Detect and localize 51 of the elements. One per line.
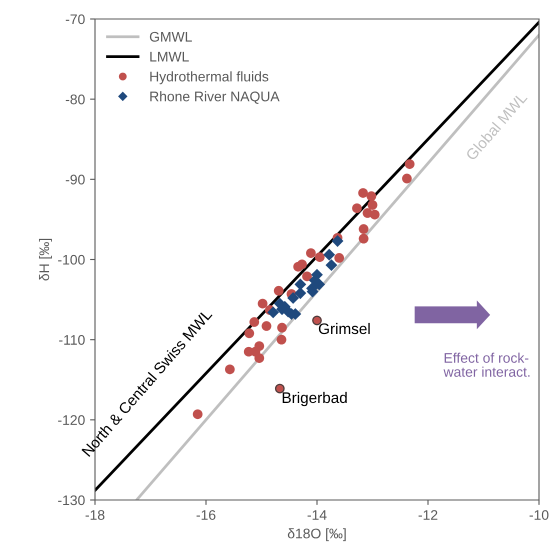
- point: [368, 200, 378, 210]
- point: [358, 188, 368, 198]
- point: [323, 248, 336, 261]
- legend-label: Hydrothermal fluids: [150, 71, 268, 84]
- point: [332, 235, 344, 247]
- x-tick-label: -12: [418, 510, 438, 520]
- point: [258, 298, 268, 308]
- point: [402, 174, 412, 184]
- legend-label: Rhone River NAQUA: [150, 91, 280, 104]
- point: [306, 248, 316, 258]
- y-tick-label: -110: [59, 335, 85, 345]
- point: [366, 191, 376, 202]
- point: [294, 287, 306, 300]
- point: [314, 252, 325, 262]
- annotation: Effect of rock- water interact.: [444, 352, 530, 377]
- point: [297, 259, 307, 270]
- x-tick-label: -14: [308, 510, 327, 520]
- point: [267, 306, 280, 318]
- legend-label: LMWL: [150, 52, 189, 62]
- x-tick-label: -16: [196, 510, 216, 520]
- point: [249, 317, 260, 327]
- x-tick-label: -10: [530, 510, 548, 520]
- point: [277, 322, 287, 333]
- point: [370, 210, 380, 220]
- annotation: Grimsel: [318, 322, 370, 334]
- x-axis-title: δ18O [‰]: [288, 528, 346, 542]
- point: [276, 334, 286, 345]
- point: [254, 353, 264, 363]
- y-tick-label: -90: [66, 174, 85, 185]
- y-tick-label: -130: [58, 495, 85, 506]
- legend-label: GMWL: [150, 32, 192, 42]
- point: [326, 259, 338, 272]
- point: [262, 321, 272, 331]
- point: [358, 224, 368, 234]
- y-tick-label: -70: [66, 14, 85, 24]
- point: [287, 292, 300, 304]
- point: [244, 328, 254, 338]
- point: [302, 271, 312, 282]
- point: [404, 159, 415, 169]
- y-tick-label: -80: [66, 94, 85, 104]
- y-tick-label: -100: [58, 254, 85, 265]
- y-axis-title: δH [‰]: [38, 238, 52, 281]
- point: [352, 203, 362, 214]
- annotation: Brigerbad: [282, 392, 347, 406]
- point: [358, 234, 368, 244]
- point: [225, 364, 235, 374]
- point: [334, 253, 344, 263]
- point: [274, 286, 284, 296]
- x-tick-label: -18: [86, 510, 104, 520]
- y-tick-label: -120: [58, 415, 85, 426]
- point: [192, 409, 203, 420]
